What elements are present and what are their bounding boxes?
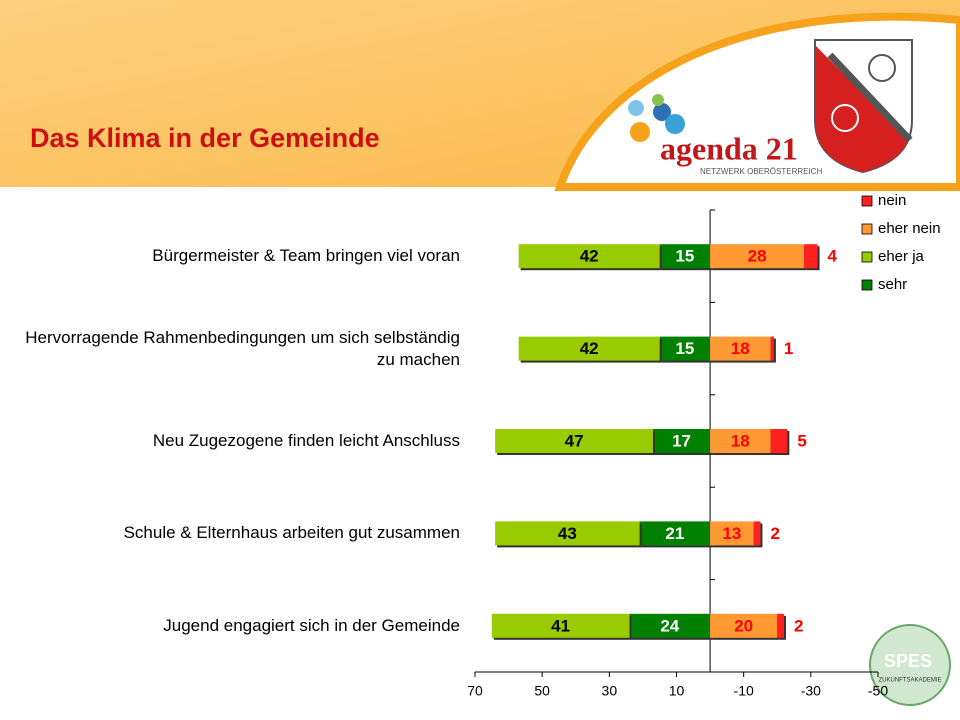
data-label: 18 — [731, 431, 750, 450]
x-tick-label: 70 — [467, 683, 483, 699]
legend-label: sehr — [878, 276, 907, 293]
bar — [659, 244, 711, 269]
x-tick-label: 50 — [534, 683, 550, 699]
x-tick-label: -10 — [734, 683, 754, 699]
legend-label: nein — [878, 192, 906, 209]
data-label: 15 — [675, 247, 694, 266]
logo-subtext: NETZWERK OBERÖSTERREICH — [700, 167, 822, 176]
bar — [518, 244, 660, 269]
legend-swatch — [861, 195, 873, 207]
bar — [518, 336, 660, 361]
data-label: 42 — [580, 247, 599, 266]
category-label: Jugend engagiert sich in der Gemeinde — [163, 615, 460, 635]
bar — [495, 429, 653, 453]
x-tick-label: -50 — [868, 683, 888, 699]
data-label: 28 — [748, 247, 767, 266]
data-label: 2 — [794, 616, 803, 635]
data-label: 24 — [660, 616, 679, 635]
bar — [804, 244, 818, 269]
badge-subtext: ZUKUNFTSAKADEMIE — [878, 678, 941, 684]
bar — [710, 429, 771, 453]
legend-swatch — [861, 251, 873, 263]
bar — [753, 521, 761, 546]
bar — [777, 613, 784, 638]
data-label: 1 — [784, 339, 793, 358]
coat-of-arms — [814, 39, 913, 174]
legend-swatch — [861, 279, 873, 291]
chart-title: Das Klima in der Gemeinde — [30, 123, 380, 153]
bar — [491, 613, 630, 638]
data-label: 42 — [580, 339, 599, 358]
legend-swatch — [861, 223, 873, 235]
spes-badge: SPES ZUKUNFTSAKADEMIE — [869, 624, 951, 706]
x-tick-label: -30 — [801, 683, 821, 699]
data-label: 13 — [722, 524, 741, 543]
logo-text: agenda 21 — [660, 130, 798, 166]
bar — [629, 613, 711, 638]
data-label: 21 — [665, 524, 684, 543]
data-label: 41 — [551, 616, 570, 635]
bar — [652, 429, 711, 453]
category-label: Neu Zugezogene finden leicht Anschluss — [152, 430, 460, 450]
agenda-logo: agenda 21 NETZWERK OBERÖSTERREICH — [628, 94, 822, 176]
bar — [495, 521, 640, 546]
x-tick-label: 30 — [602, 683, 618, 699]
legend-label: eher nein — [878, 220, 941, 237]
data-label: 15 — [675, 339, 694, 358]
bar — [710, 613, 778, 638]
bar — [710, 521, 754, 546]
legend-label: eher ja — [878, 248, 925, 265]
bar-shadow — [772, 338, 776, 363]
bar — [710, 336, 771, 361]
bar — [770, 336, 774, 361]
data-label: 43 — [558, 524, 577, 543]
category-label: Hervorragende Rahmenbedingungen um sich … — [25, 327, 460, 369]
category-label: Schule & Elternhaus arbeiten gut zusamme… — [123, 523, 460, 543]
bar — [770, 429, 788, 453]
bar — [659, 336, 711, 361]
data-label: 47 — [565, 431, 584, 450]
bar — [710, 244, 805, 269]
data-label: 5 — [797, 431, 806, 450]
category-label: Bürgermeister & Team bringen viel voran — [152, 246, 460, 266]
badge-text: SPES — [884, 651, 932, 671]
data-label: 4 — [828, 247, 838, 266]
bar — [639, 521, 711, 546]
data-label: 20 — [734, 616, 753, 635]
data-label: 18 — [731, 339, 750, 358]
data-label: 2 — [770, 524, 779, 543]
x-tick-label: 10 — [669, 683, 685, 699]
data-label: 17 — [672, 431, 691, 450]
